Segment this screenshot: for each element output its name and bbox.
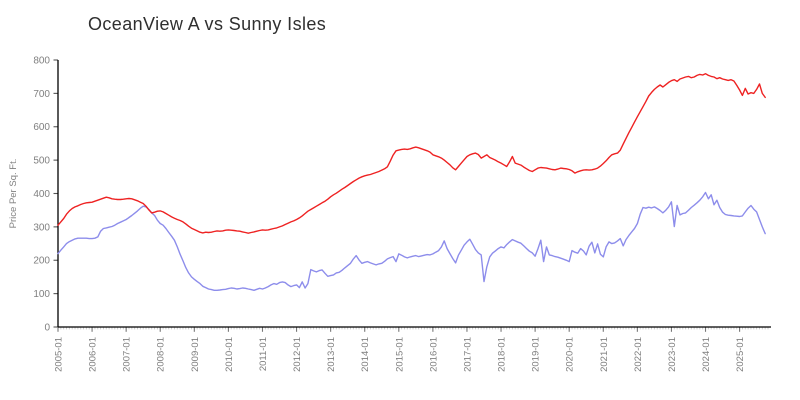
x-tick-label: 2015-01 bbox=[394, 337, 405, 372]
y-tick-label: 800 bbox=[33, 55, 50, 66]
y-tick-label: 200 bbox=[33, 256, 50, 267]
y-tick-label: 300 bbox=[33, 222, 50, 233]
x-tick-label: 2006-01 bbox=[88, 337, 99, 372]
x-tick-label: 2007-01 bbox=[122, 337, 133, 372]
y-tick-label: 600 bbox=[33, 122, 50, 133]
x-tick-label: 2024-01 bbox=[701, 337, 712, 372]
x-tick-label: 2017-01 bbox=[462, 337, 473, 372]
y-tick-label: 500 bbox=[33, 156, 50, 167]
x-tick-label: 2008-01 bbox=[156, 337, 167, 372]
x-tick-label: 2025-01 bbox=[735, 337, 746, 372]
x-tick-label: 2021-01 bbox=[599, 337, 610, 372]
chart-title: OceanView A vs Sunny Isles bbox=[88, 14, 327, 34]
y-tick-label: 400 bbox=[33, 189, 50, 200]
series-line-oceanview-a bbox=[57, 72, 766, 234]
x-tick-label: 2010-01 bbox=[224, 337, 235, 372]
x-tick-label: 2005-01 bbox=[54, 337, 65, 372]
x-tick-label: 2020-01 bbox=[565, 337, 576, 372]
x-tick-label: 2014-01 bbox=[360, 337, 371, 372]
y-tick-label: 700 bbox=[33, 89, 50, 100]
x-tick-label: 2023-01 bbox=[667, 337, 678, 372]
x-tick-label: 2013-01 bbox=[326, 337, 337, 372]
y-axis-label: Price Per Sq. Ft. bbox=[8, 159, 19, 229]
y-tick-label: 100 bbox=[33, 289, 50, 300]
x-tick-label: 2012-01 bbox=[292, 337, 303, 372]
x-tick-label: 2022-01 bbox=[633, 337, 644, 372]
series-line-sunny-isles bbox=[57, 191, 766, 291]
x-tick-label: 2018-01 bbox=[497, 337, 508, 372]
x-tick-label: 2011-01 bbox=[258, 337, 269, 371]
x-tick-label: 2019-01 bbox=[531, 337, 542, 372]
x-tick-label: 2016-01 bbox=[428, 337, 439, 372]
x-tick-label: 2009-01 bbox=[190, 337, 201, 372]
y-tick-label: 0 bbox=[44, 322, 50, 333]
